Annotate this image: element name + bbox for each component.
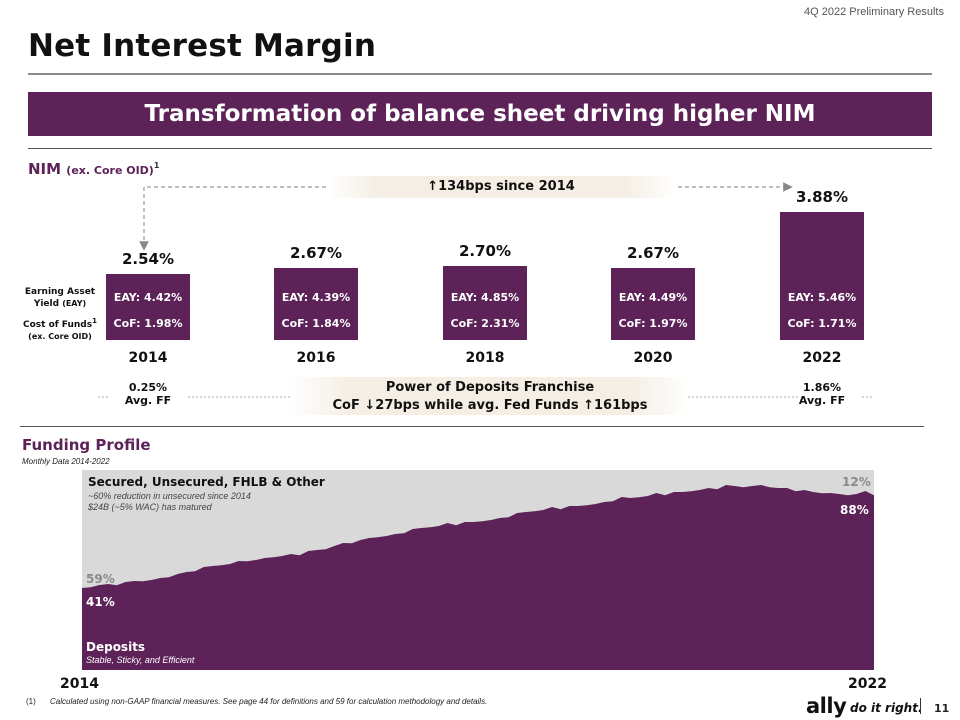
nim-year-label: 2022 <box>802 350 842 366</box>
eay-row-label: Earning Asset Yield (EAY) <box>22 287 98 310</box>
nim-year-label: 2014 <box>128 350 168 366</box>
funding-section-subtitle: Monthly Data 2014-2022 <box>22 457 110 466</box>
right-fed-funds: 1.86% Avg. FF <box>782 381 862 407</box>
eay-value: EAY: 4.85% <box>450 291 520 304</box>
deposits-franchise-callout: Power of Deposits Franchise CoF ↓27bps w… <box>290 377 690 415</box>
funding-section-title: Funding Profile <box>22 436 151 454</box>
cof-value: CoF: 1.98% <box>113 317 183 330</box>
cof-value: CoF: 1.71% <box>787 317 857 330</box>
nim-growth-callout: ↑134bps since 2014 <box>326 176 676 198</box>
eay-label-line2: Yield <box>33 299 60 309</box>
funding-area-svg <box>82 470 874 670</box>
title-divider <box>28 73 932 75</box>
headline-banner: Transformation of balance sheet driving … <box>28 92 932 136</box>
report-label: 4Q 2022 Preliminary Results <box>803 6 944 18</box>
nim-value-label: 2.54% <box>121 250 175 268</box>
left-dashed-arrow <box>139 186 326 251</box>
page-title: Net Interest Margin <box>28 28 377 64</box>
ally-logo: ally <box>806 694 847 718</box>
cof-value: CoF: 1.97% <box>618 317 688 330</box>
nim-value-label: 2.67% <box>626 244 680 262</box>
axis-end-year: 2022 <box>848 676 887 692</box>
cof-label-line2: (ex. Core OID) <box>28 332 92 341</box>
eay-label-line1: Earning Asset <box>24 287 96 297</box>
deposits-title: Deposits <box>86 640 146 654</box>
nim-title-sub: (ex. Core OID) <box>66 164 154 177</box>
eay-label-abbr: (EAY) <box>62 299 87 308</box>
nim-value-label: 2.67% <box>289 244 343 262</box>
cof-label-line1: Cost of Funds <box>22 320 93 330</box>
nim-value-label: 2.70% <box>458 242 512 260</box>
footnote: (1) Calculated using non-GAAP financial m… <box>26 697 487 706</box>
cof-value: CoF: 1.84% <box>281 317 351 330</box>
nim-section-title: NIM (ex. Core OID)1 <box>28 160 159 178</box>
callout-bottom-line2: CoF ↓27bps while avg. Fed Funds ↑161bps <box>332 398 648 413</box>
other-funding-title: Secured, Unsecured, FHLB & Other <box>88 475 325 489</box>
right-ff-value: 1.86% <box>802 381 842 394</box>
footer-divider <box>920 698 921 714</box>
nim-year-label: 2018 <box>465 350 505 366</box>
fed-funds-dotted-lines <box>98 396 872 398</box>
page-number: 11 <box>934 702 950 715</box>
nim-year-label: 2020 <box>633 350 673 366</box>
funding-area-chart <box>82 470 874 670</box>
end-other-pct: 12% <box>842 475 871 489</box>
end-deposit-pct: 88% <box>840 503 869 517</box>
nim-connector-arrows <box>139 182 793 251</box>
section-divider-2 <box>20 426 924 427</box>
left-ff-value: 0.25% <box>128 381 168 394</box>
deposits-area <box>82 485 874 670</box>
other-funding-note-1: ~60% reduction in unsecured since 2014 <box>88 491 251 501</box>
eay-value: EAY: 4.42% <box>113 291 183 304</box>
eay-value: EAY: 4.49% <box>618 291 688 304</box>
nim-value-label: 3.88% <box>795 188 849 206</box>
callout-bottom-line1: Power of Deposits Franchise <box>385 380 595 395</box>
right-ff-label: Avg. FF <box>798 394 846 407</box>
nim-bar-2022 <box>780 212 864 340</box>
nim-title-main: NIM <box>28 160 62 178</box>
footnote-number: (1) <box>26 697 36 706</box>
nim-title-footnote: 1 <box>153 161 160 170</box>
other-funding-note-2: $24B (~5% WAC) has matured <box>88 502 212 512</box>
nim-bar-2020 <box>611 268 695 340</box>
deposits-note: Stable, Sticky, and Efficient <box>86 655 195 665</box>
nim-bar-2014 <box>106 274 190 340</box>
cof-value: CoF: 2.31% <box>450 317 520 330</box>
left-fed-funds: 0.25% Avg. FF <box>108 381 188 407</box>
start-other-pct: 59% <box>86 572 115 586</box>
cof-row-label: Cost of Funds1 (ex. Core OID) <box>22 316 98 342</box>
nim-bar-2018 <box>443 266 527 340</box>
left-ff-label: Avg. FF <box>124 394 172 407</box>
eay-value: EAY: 5.46% <box>787 291 857 304</box>
ally-tagline: do it right. <box>850 701 923 715</box>
eay-value: EAY: 4.39% <box>281 291 351 304</box>
axis-start-year: 2014 <box>60 676 99 692</box>
section-divider <box>28 148 932 149</box>
nim-year-label: 2016 <box>296 350 336 366</box>
footnote-text: Calculated using non-GAAP financial meas… <box>50 697 488 706</box>
start-deposit-pct: 41% <box>86 595 115 609</box>
nim-bar-2016 <box>274 268 358 340</box>
cof-label-footnote: 1 <box>92 317 97 325</box>
